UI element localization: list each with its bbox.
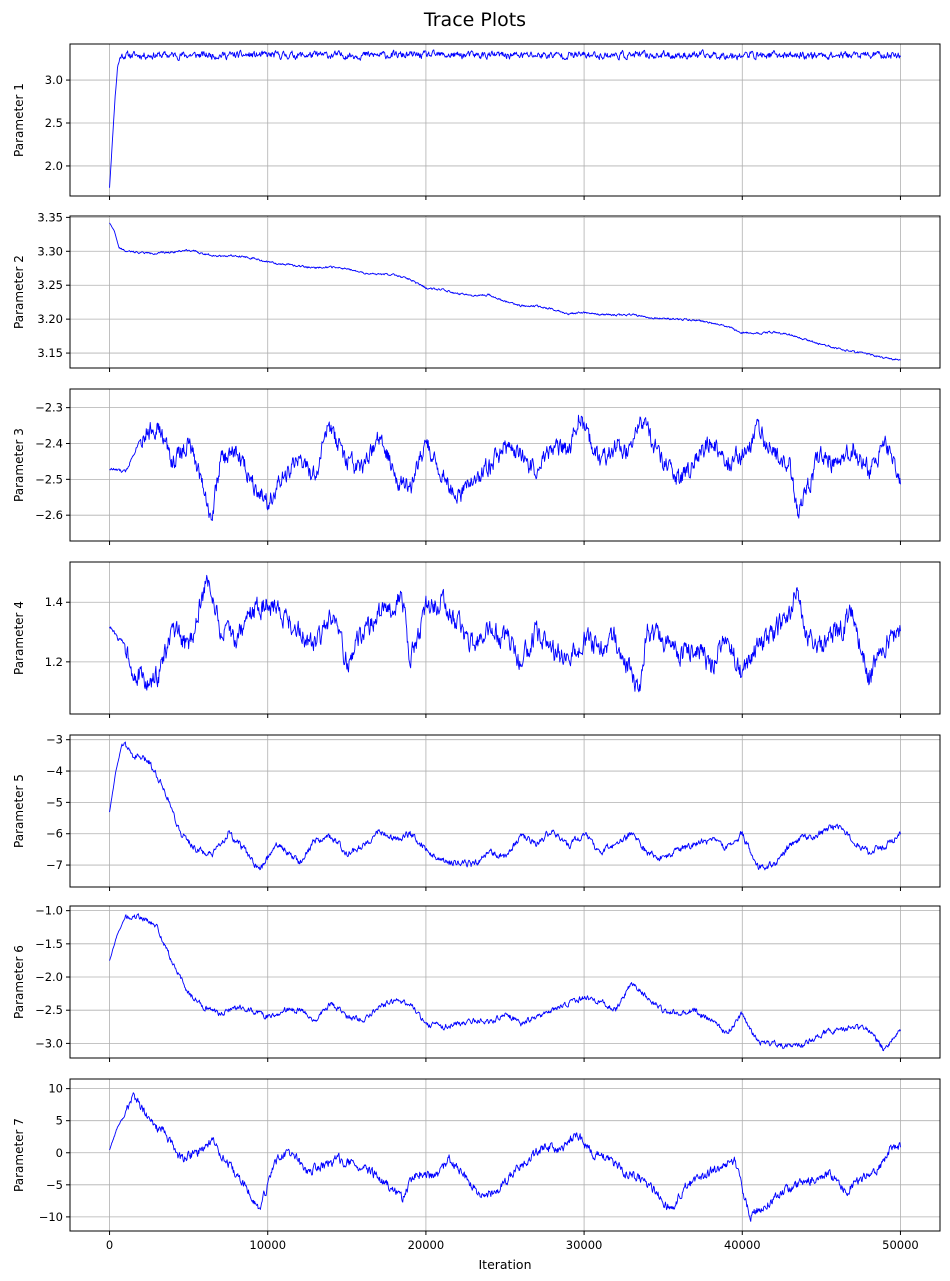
y-tick-label: −5 (46, 1178, 63, 1192)
x-axis-label: Iteration (478, 1257, 531, 1272)
y-tick-label: −2.5 (35, 472, 63, 486)
y-tick-label: 3.20 (37, 312, 63, 326)
axes-frame (69, 43, 941, 197)
trace-line-parameter-6 (109, 913, 901, 1052)
subplot-panel-4: 1.2 1.4 Parameter 4 (12, 561, 941, 718)
y-axis-label: Parameter 5 (12, 774, 26, 848)
axes-frame (69, 905, 941, 1059)
y-tick-label: −3 (46, 733, 63, 747)
trace-line-parameter-4 (109, 574, 901, 693)
trace-line-parameter-7 (109, 1092, 901, 1222)
x-tick-label: 50000 (882, 1238, 919, 1252)
y-tick-label: −4 (46, 764, 63, 778)
y-tick-label: −1.5 (35, 937, 63, 951)
y-tick-label: −2.3 (35, 401, 63, 415)
trace-line-parameter-3 (109, 414, 901, 521)
y-tick-label: 10 (48, 1082, 63, 1096)
subplot-panels: 2.0 2.5 3.0 Parameter 1 3.15 3.20 3.25 3.30 3.35… (12, 43, 941, 1252)
x-tick-label: 20000 (408, 1238, 445, 1252)
axes-frame (69, 561, 941, 715)
y-axis-label: Parameter 7 (12, 1118, 26, 1192)
y-axis-label: Parameter 2 (12, 255, 26, 329)
y-tick-label: −2.0 (35, 970, 63, 984)
subplot-panel-7: −10 −5 0 5 10 0 10000 20000 30000 40000 50000 Param… (12, 1078, 941, 1252)
y-tick-label: 1.4 (45, 595, 63, 609)
subplot-panel-6: −3.0 −2.5 −2.0 −1.5 −1.0 Parameter 6 (12, 904, 941, 1062)
y-tick-label: 3.25 (37, 278, 63, 292)
y-tick-label: 2.5 (45, 116, 63, 130)
x-tick-label: 10000 (249, 1238, 286, 1252)
y-tick-label: 1.2 (45, 655, 63, 669)
y-tick-label: −10 (39, 1210, 63, 1224)
y-tick-label: −2.4 (35, 436, 63, 450)
y-tick-label: −5 (46, 795, 63, 809)
x-tick-label: 40000 (724, 1238, 761, 1252)
y-tick-label: 2.0 (45, 159, 63, 173)
y-tick-label: −2.5 (35, 1003, 63, 1017)
subplot-panel-1: 2.0 2.5 3.0 Parameter 1 (12, 43, 941, 200)
y-tick-label: 3.0 (45, 73, 63, 87)
x-tick-label: 0 (106, 1238, 113, 1252)
figure-title: Trace Plots (423, 9, 526, 31)
y-tick-label: −2.6 (35, 508, 63, 522)
trace-line-parameter-5 (109, 741, 901, 871)
axes-frame (69, 734, 941, 888)
axes-frame (69, 215, 941, 369)
y-axis-label: Parameter 6 (12, 945, 26, 1019)
x-tick-label: 30000 (566, 1238, 603, 1252)
trace-line-parameter-1 (109, 49, 901, 188)
y-tick-label: −6 (46, 827, 63, 841)
y-axis-label: Parameter 3 (12, 428, 26, 502)
y-tick-label: −3.0 (35, 1036, 63, 1050)
y-tick-label: −7 (46, 858, 63, 872)
trace-line-parameter-2 (109, 222, 901, 361)
y-tick-label: 5 (56, 1114, 63, 1128)
y-tick-label: 0 (56, 1146, 63, 1160)
y-axis-label: Parameter 1 (12, 83, 26, 157)
axes-frame (69, 388, 941, 542)
y-tick-label: 3.35 (37, 210, 63, 224)
y-tick-label: 3.30 (37, 244, 63, 258)
y-tick-label: 3.15 (37, 346, 63, 360)
axes-frame (69, 1078, 941, 1232)
y-axis-label: Parameter 4 (12, 601, 26, 675)
subplot-panel-3: −2.6 −2.5 −2.4 −2.3 Parameter 3 (12, 388, 941, 545)
y-tick-label: −1.0 (35, 904, 63, 918)
subplot-panel-5: −7 −6 −5 −4 −3 Parameter 5 (12, 733, 941, 891)
subplot-panel-2: 3.15 3.20 3.25 3.30 3.35 Parameter 2 (12, 210, 941, 372)
